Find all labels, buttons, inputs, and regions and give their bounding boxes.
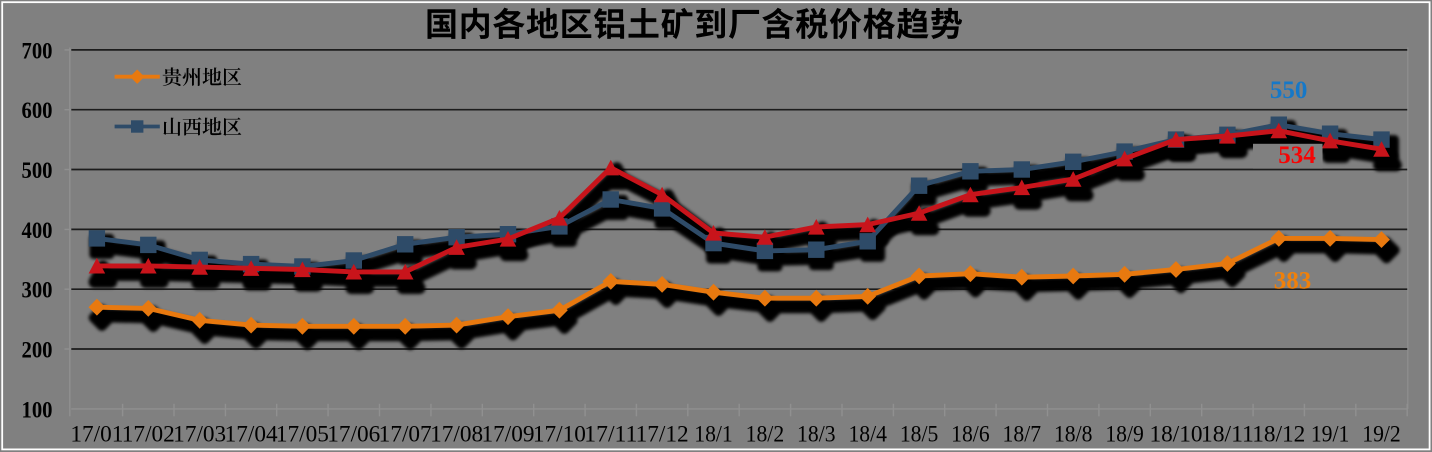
svg-text:18/5: 18/5 xyxy=(900,422,939,447)
svg-text:18/3: 18/3 xyxy=(797,422,836,447)
svg-text:18/6: 18/6 xyxy=(951,422,990,447)
svg-text:600: 600 xyxy=(22,98,53,123)
svg-text:18/1: 18/1 xyxy=(694,422,733,447)
svg-text:18/4: 18/4 xyxy=(848,422,887,447)
svg-text:534: 534 xyxy=(1278,142,1316,169)
svg-text:17/07: 17/07 xyxy=(379,422,432,447)
svg-text:18/11: 18/11 xyxy=(1201,422,1254,447)
svg-text:19/2: 19/2 xyxy=(1362,422,1401,447)
svg-text:17/12: 17/12 xyxy=(636,422,689,447)
svg-text:18/12: 18/12 xyxy=(1252,422,1305,447)
svg-text:300: 300 xyxy=(22,278,53,303)
svg-text:200: 200 xyxy=(22,338,53,363)
svg-text:550: 550 xyxy=(1270,77,1308,104)
svg-text:18/8: 18/8 xyxy=(1054,422,1093,447)
svg-text:400: 400 xyxy=(22,218,53,243)
svg-text:18/7: 18/7 xyxy=(1003,422,1042,447)
svg-text:17/06: 17/06 xyxy=(327,422,380,447)
svg-text:19/1: 19/1 xyxy=(1311,422,1350,447)
svg-text:17/11: 17/11 xyxy=(584,422,637,447)
svg-text:17/08: 17/08 xyxy=(430,422,483,447)
svg-text:17/10: 17/10 xyxy=(533,422,586,447)
svg-text:383: 383 xyxy=(1274,268,1312,295)
svg-text:17/01: 17/01 xyxy=(70,422,123,447)
svg-text:17/02: 17/02 xyxy=(122,422,175,447)
svg-text:17/09: 17/09 xyxy=(482,422,535,447)
svg-text:18/2: 18/2 xyxy=(746,422,785,447)
svg-text:100: 100 xyxy=(22,397,53,422)
svg-text:500: 500 xyxy=(22,158,53,183)
svg-text:17/03: 17/03 xyxy=(173,422,226,447)
svg-text:18/9: 18/9 xyxy=(1105,422,1144,447)
svg-text:17/05: 17/05 xyxy=(276,422,329,447)
svg-text:17/04: 17/04 xyxy=(225,422,279,447)
svg-text:700: 700 xyxy=(22,38,53,63)
svg-text:18/10: 18/10 xyxy=(1150,422,1203,447)
